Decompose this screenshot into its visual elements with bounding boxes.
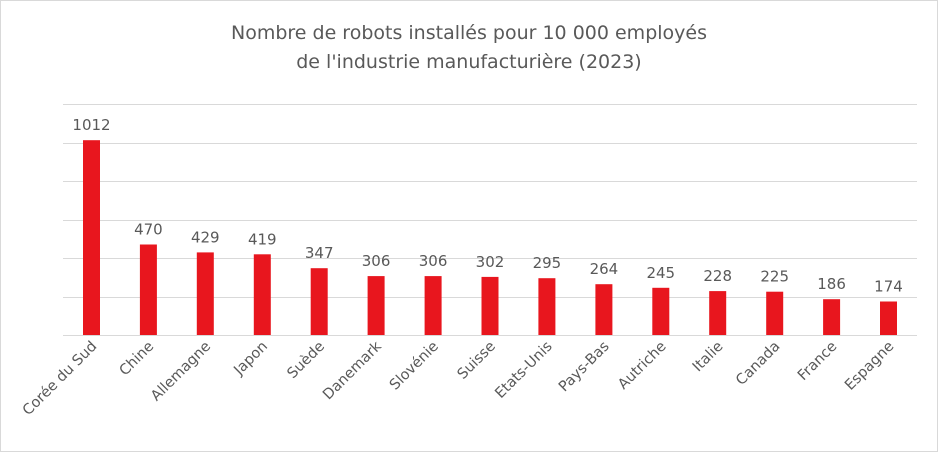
bar-11: [709, 291, 727, 335]
x-tick-label-10: Autriche: [615, 338, 669, 392]
bar-0: [83, 140, 100, 335]
data-label-5: 306: [362, 252, 391, 270]
bar-8: [538, 278, 556, 335]
x-tick-label-0: Corée du Sud: [20, 339, 100, 419]
bar-13: [823, 299, 841, 335]
data-label-13: 186: [817, 275, 846, 293]
bar-5: [367, 276, 385, 335]
x-tick-label-9: Pays-Bas: [556, 339, 613, 396]
data-label-9: 264: [590, 260, 619, 278]
bar-7: [481, 276, 499, 335]
data-label-14: 174: [874, 278, 903, 296]
data-label-4: 347: [305, 244, 334, 262]
x-tick-label-13: France: [795, 338, 840, 383]
x-tick-label-1: Chine: [117, 338, 158, 379]
x-tick-label-4: Suède: [285, 338, 329, 382]
bar-3: [253, 254, 271, 335]
x-tick-label-5: Danemark: [320, 338, 385, 403]
chart-title-line-1: Nombre de robots installés pour 10 000 e…: [230, 22, 707, 44]
bar-12: [766, 291, 784, 335]
data-label-6: 306: [419, 252, 448, 270]
bar-14: [880, 301, 897, 335]
x-tick-label-6: Slovénie: [387, 338, 442, 393]
chart-title-line-2: de l'industrie manufacturière (2023): [296, 51, 642, 73]
x-tick-label-3: Japon: [231, 339, 272, 380]
data-label-1: 470: [134, 221, 163, 239]
bar-6: [424, 276, 442, 335]
x-tick-label-7: Suisse: [455, 338, 499, 382]
data-label-12: 225: [760, 268, 789, 286]
bar-10: [652, 287, 670, 335]
bar-1: [139, 244, 157, 335]
data-label-0: 1012: [72, 116, 110, 134]
chart-title: Nombre de robots installés pour 10 000 e…: [1, 19, 937, 77]
x-tick-label-11: Italie: [690, 338, 727, 375]
data-label-8: 295: [533, 254, 562, 272]
x-tick-label-12: Canada: [733, 339, 783, 389]
data-label-3: 419: [248, 230, 277, 248]
x-tick-label-2: Allemagne: [148, 338, 214, 404]
bar-9: [595, 284, 613, 335]
data-label-11: 228: [703, 267, 732, 285]
x-tick-label-8: Etats-Unis: [492, 339, 555, 402]
data-label-7: 302: [476, 253, 505, 271]
bar-4: [310, 268, 328, 335]
data-label-2: 429: [191, 228, 220, 246]
x-tick-label-14: Espagne: [842, 338, 897, 393]
data-label-10: 245: [646, 264, 675, 282]
bar-2: [196, 252, 214, 335]
